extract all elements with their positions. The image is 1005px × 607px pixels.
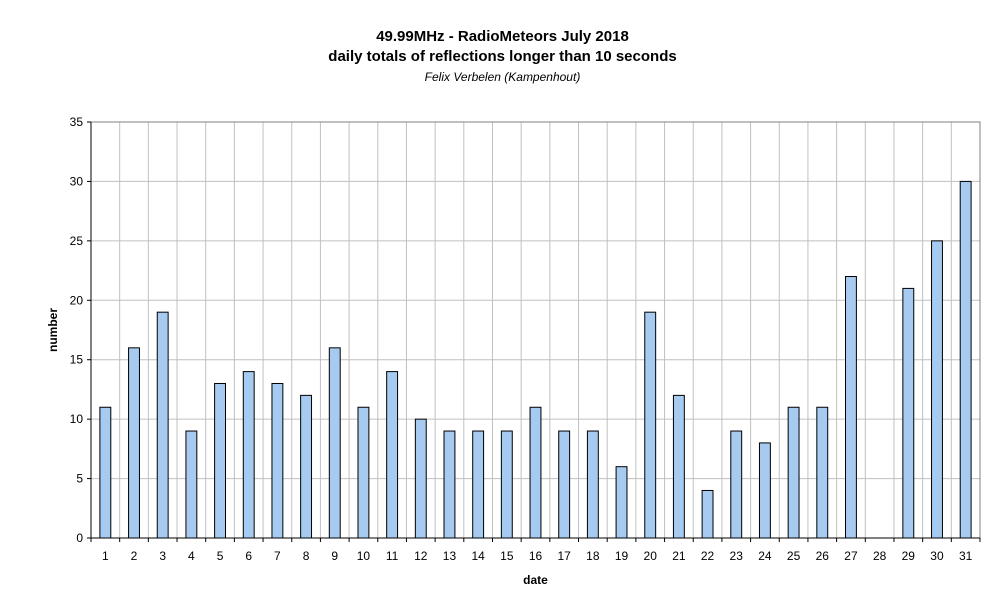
x-tick-label: 12 <box>414 549 428 563</box>
x-tick-label: 30 <box>930 549 944 563</box>
x-tick-label: 18 <box>586 549 600 563</box>
y-tick-label: 25 <box>70 234 84 248</box>
x-tick-label: 23 <box>730 549 744 563</box>
bar <box>816 406 829 539</box>
bar <box>156 311 169 539</box>
y-tick-label: 5 <box>76 472 83 486</box>
bar <box>214 382 226 539</box>
x-tick-label: 7 <box>274 549 281 563</box>
x-tick-label: 13 <box>443 549 457 563</box>
bar <box>185 430 198 539</box>
y-tick-label: 10 <box>70 412 84 426</box>
bar <box>443 430 456 539</box>
bar <box>99 406 112 539</box>
x-tick-label: 6 <box>245 549 252 563</box>
bar <box>902 287 915 539</box>
axes <box>87 121 981 542</box>
bar <box>271 382 284 539</box>
x-tick-label: 14 <box>471 549 485 563</box>
x-tick-label: 11 <box>386 549 399 563</box>
y-axis-title: number <box>46 308 60 352</box>
y-tick-label: 15 <box>70 353 84 367</box>
x-tick-label: 10 <box>357 549 371 563</box>
x-tick-label: 28 <box>873 549 887 563</box>
x-tick-label: 17 <box>557 549 571 563</box>
bar <box>300 394 313 539</box>
x-axis-title: date <box>523 573 548 587</box>
x-tick-label: 5 <box>217 549 224 563</box>
x-tick-label: 20 <box>644 549 658 563</box>
bar <box>701 489 714 539</box>
x-tick-label: 8 <box>303 549 310 563</box>
bar <box>615 466 628 539</box>
bars <box>99 180 972 539</box>
bar <box>672 394 685 539</box>
bar <box>931 240 943 539</box>
x-tick-label: 31 <box>959 549 973 563</box>
bar <box>128 347 140 539</box>
bar <box>357 406 370 539</box>
x-tick-label: 4 <box>188 549 195 563</box>
bar <box>758 442 771 539</box>
bar <box>558 430 571 539</box>
x-tick-label: 19 <box>615 549 629 563</box>
x-tick-label: 16 <box>529 549 543 563</box>
bar <box>386 371 399 539</box>
x-tick-label: 2 <box>131 549 138 563</box>
bar <box>787 406 800 539</box>
chart-subtitle: daily totals of reflections longer than … <box>328 48 677 65</box>
x-tick-label: 15 <box>500 549 514 563</box>
bar <box>414 418 427 539</box>
chart-title: 49.99MHz - RadioMeteors July 2018 <box>376 28 629 45</box>
bar <box>644 311 657 539</box>
y-tick-label: 0 <box>76 531 83 545</box>
x-tick-label: 1 <box>102 549 109 563</box>
y-tick-label: 35 <box>70 115 84 129</box>
x-tick-label: 21 <box>672 549 686 563</box>
x-tick-label: 26 <box>816 549 830 563</box>
x-tick-label: 25 <box>787 549 801 563</box>
bar <box>586 430 599 539</box>
bar <box>529 406 542 539</box>
x-tick-label: 27 <box>844 549 858 563</box>
bar <box>845 276 857 539</box>
x-tick-label: 22 <box>701 549 715 563</box>
x-tick-label: 29 <box>902 549 916 563</box>
bar <box>242 371 255 539</box>
bar <box>472 430 485 539</box>
bar <box>328 347 341 539</box>
bar <box>500 430 513 539</box>
chart-author: Felix Verbelen (Kampenhout) <box>424 70 581 84</box>
x-tick-label: 24 <box>758 549 772 563</box>
x-tick-label: 9 <box>331 549 338 563</box>
y-tick-label: 30 <box>70 174 84 188</box>
y-tick-label: 20 <box>70 293 84 307</box>
bar <box>959 180 972 539</box>
bar <box>730 430 743 539</box>
x-tick-label: 3 <box>159 549 166 563</box>
